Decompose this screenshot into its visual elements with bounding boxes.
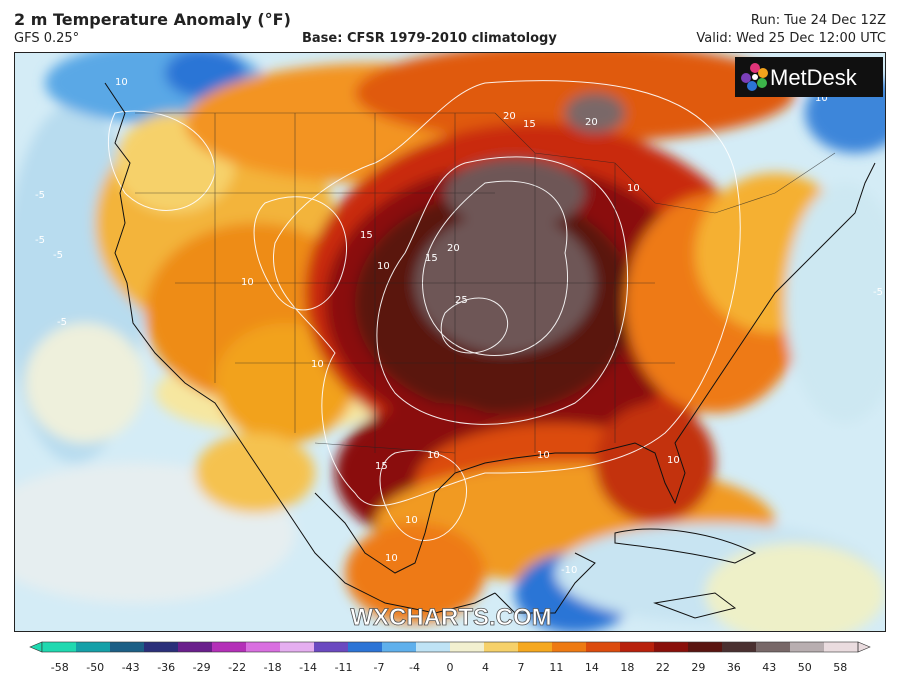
contour-label: -5 [35, 190, 45, 201]
colorbar-segment [246, 642, 281, 652]
colorbar-segment [790, 642, 825, 652]
colorbar-segment [76, 642, 111, 652]
colorbar-segment [42, 642, 77, 652]
colorbar-tick-label: -43 [122, 661, 140, 674]
colorbar-extend-low [29, 641, 43, 653]
colorbar-segment [654, 642, 689, 652]
colorbar-tick-label: 0 [447, 661, 454, 674]
colorbar-svg: -58 -50 -43 -36 -29 -22 -18 -14 -11 -7 -4 0 4 7 11 14 18… [29, 641, 871, 674]
contour-label: 15 [523, 119, 536, 130]
colorbar-tick-label: 58 [833, 661, 847, 674]
contour-label: 10 [537, 450, 550, 461]
colorbar-segment [212, 642, 247, 652]
anomaly-map-svg: 10 20 15 20 10 15 10 20 15 25 10 10 10 1… [15, 53, 885, 631]
contour-label: -5 [53, 250, 63, 261]
anomaly-map: 10 20 15 20 10 15 10 20 15 25 10 10 10 1… [14, 52, 886, 632]
contour-label: 15 [425, 253, 438, 264]
contour-label: 25 [455, 295, 468, 306]
contour-label: -5 [35, 235, 45, 246]
contour-label: 10 [667, 455, 680, 466]
colorbar-tick-label: 4 [482, 661, 489, 674]
contour-label: 10 [405, 515, 418, 526]
colorbar-segment [314, 642, 349, 652]
colorbar-tick-label: -4 [409, 661, 420, 674]
model-label: GFS 0.25° [14, 31, 80, 46]
colorbar: -58 -50 -43 -36 -29 -22 -18 -14 -11 -7 -4 0 4 7 11 14 18… [28, 640, 872, 684]
colorbar-segment [110, 642, 145, 652]
contour-label: 10 [815, 93, 828, 104]
colorbar-segment [450, 642, 485, 652]
colorbar-border [41, 641, 859, 653]
colorbar-tick-label: -22 [228, 661, 246, 674]
state-borders [135, 112, 836, 473]
colorbar-tick-group: -58 -50 -43 -36 -29 -22 -18 -14 -11 -7 -4 0 4 7 11 14 18… [51, 661, 848, 674]
coastlines [104, 82, 876, 619]
contour-label: -5 [873, 287, 883, 298]
colorbar-tick-label: -14 [299, 661, 317, 674]
colorbar-tick-label: -18 [264, 661, 282, 674]
contour-label-group: 10 20 15 20 10 15 10 20 15 25 10 10 10 1… [35, 77, 883, 576]
colorbar-segment [348, 642, 383, 652]
colorbar-tick-label: 11 [549, 661, 563, 674]
metdesk-logo-text: MetDesk [770, 65, 858, 90]
colorbar-segment [688, 642, 723, 652]
colorbar-segment [756, 642, 791, 652]
contour-label: 15 [375, 461, 388, 472]
contour-label: 20 [585, 117, 598, 128]
colorbar-segment [178, 642, 213, 652]
colorbar-segment [722, 642, 757, 652]
colorbar-segment [144, 642, 179, 652]
colorbar-segment [620, 642, 655, 652]
contour-label: 20 [503, 111, 516, 122]
colorbar-segment [280, 642, 315, 652]
colorbar-tick-label: 43 [762, 661, 776, 674]
contour-label: 10 [627, 183, 640, 194]
colorbar-tick-label: 29 [691, 661, 705, 674]
contour-label: 10 [115, 77, 128, 88]
colorbar-segment [824, 642, 859, 652]
colorbar-tick-label: -11 [335, 661, 353, 674]
anomaly-fields [15, 53, 885, 631]
colorbar-segment [518, 642, 553, 652]
colorbar-tick-label: 7 [517, 661, 524, 674]
metdesk-logo: MetDesk [735, 57, 883, 97]
contour-lines [107, 80, 741, 541]
run-time-label: Run: Tue 24 Dec 12Z [750, 13, 886, 28]
colorbar-segment [552, 642, 587, 652]
colorbar-tick-label: -58 [51, 661, 69, 674]
colorbar-segment [382, 642, 417, 652]
colorbar-segment [484, 642, 519, 652]
valid-time-label: Valid: Wed 25 Dec 12:00 UTC [696, 31, 886, 46]
colorbar-segments [29, 641, 871, 653]
map-title: 2 m Temperature Anomaly (°F) [14, 10, 291, 29]
contour-label: -10 [561, 565, 577, 576]
contour-label: 20 [447, 243, 460, 254]
colorbar-tick-label: -29 [193, 661, 211, 674]
contour-label: 10 [385, 553, 398, 564]
colorbar-tick-label: -36 [157, 661, 175, 674]
contour-label: 10 [377, 261, 390, 272]
metdesk-flower-icon [741, 63, 768, 91]
colorbar-segment [416, 642, 451, 652]
colorbar-tick-label: 36 [727, 661, 741, 674]
wxcharts-watermark: WXCHARTS.COM [350, 604, 551, 631]
colorbar-tick-label: 50 [798, 661, 812, 674]
contour-label: 10 [427, 450, 440, 461]
colorbar-tick-label: 18 [620, 661, 634, 674]
colorbar-extend-high [857, 641, 871, 653]
colorbar-tick-label: -7 [374, 661, 385, 674]
colorbar-tick-label: -50 [86, 661, 104, 674]
climatology-base-label: Base: CFSR 1979-2010 climatology [302, 31, 557, 46]
contour-label: -5 [57, 317, 67, 328]
colorbar-tick-label: 22 [656, 661, 670, 674]
contour-label: 10 [311, 359, 324, 370]
contour-label: 15 [360, 230, 373, 241]
colorbar-tick-label: 14 [585, 661, 599, 674]
colorbar-segment [586, 642, 621, 652]
contour-label: 10 [241, 277, 254, 288]
